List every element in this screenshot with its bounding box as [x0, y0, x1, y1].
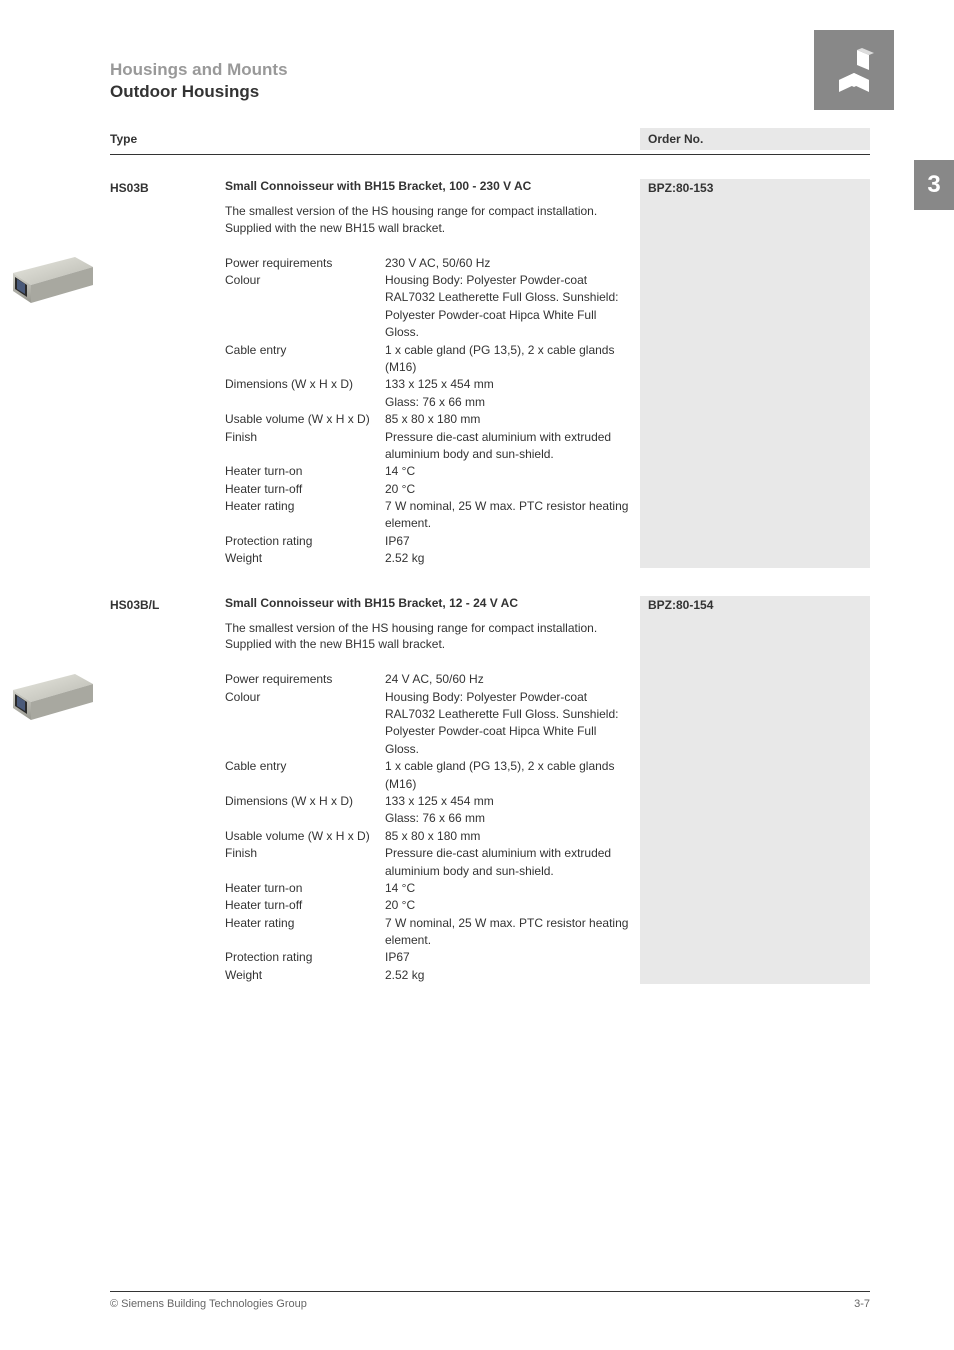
- product-image: [5, 662, 100, 735]
- spec-label: Heater turn-off: [225, 481, 385, 498]
- spec-row: FinishPressure die-cast aluminium with e…: [225, 429, 640, 464]
- product-title: Small Connoisseur with BH15 Bracket, 12 …: [225, 596, 640, 610]
- column-header-row: Type Order No.: [110, 132, 870, 155]
- footer-page-number: 3-7: [854, 1298, 870, 1310]
- spec-label: Heater rating: [225, 498, 385, 533]
- spec-label: Usable volume (W x H x D): [225, 411, 385, 428]
- brand-logo: [814, 30, 894, 110]
- spec-value: 133 x 125 x 454 mm Glass: 76 x 66 mm: [385, 793, 640, 828]
- col-header-type: Type: [110, 132, 225, 150]
- spec-row: Power requirements230 V AC, 50/60 Hz: [225, 255, 640, 272]
- spec-value: 7 W nominal, 25 W max. PTC resistor heat…: [385, 915, 640, 950]
- product-image: [5, 245, 100, 318]
- spec-value: 14 °C: [385, 463, 640, 480]
- spec-row: Dimensions (W x H x D)133 x 125 x 454 mm…: [225, 793, 640, 828]
- spec-row: ColourHousing Body: Polyester Powder-coa…: [225, 689, 640, 759]
- spec-row: Cable entry1 x cable gland (PG 13,5), 2 …: [225, 342, 640, 377]
- spec-value: 24 V AC, 50/60 Hz: [385, 671, 640, 688]
- spec-row: Weight2.52 kg: [225, 550, 640, 567]
- spec-label: Protection rating: [225, 533, 385, 550]
- spec-label: Colour: [225, 272, 385, 342]
- product-description: The smallest version of the HS housing r…: [225, 620, 640, 654]
- spec-value: 2.52 kg: [385, 550, 640, 567]
- product-block: HS03B Small Connoisseur with BH15 Bracke…: [110, 179, 870, 568]
- spec-value: 14 °C: [385, 880, 640, 897]
- product-block: HS03B/L Small Connoisseur with BH15 Brac…: [110, 596, 870, 985]
- spec-row: Power requirements24 V AC, 50/60 Hz: [225, 671, 640, 688]
- product-description: The smallest version of the HS housing r…: [225, 203, 640, 237]
- spec-value: Pressure die-cast aluminium with extrude…: [385, 845, 640, 880]
- spec-label: Power requirements: [225, 255, 385, 272]
- spec-label: Heater turn-on: [225, 880, 385, 897]
- spec-value: 20 °C: [385, 897, 640, 914]
- spec-value: 85 x 80 x 180 mm: [385, 411, 640, 428]
- spec-label: Heater turn-off: [225, 897, 385, 914]
- spec-row: Usable volume (W x H x D)85 x 80 x 180 m…: [225, 411, 640, 428]
- spec-label: Heater turn-on: [225, 463, 385, 480]
- spec-label: Heater rating: [225, 915, 385, 950]
- page-footer: © Siemens Building Technologies Group 3-…: [110, 1291, 870, 1310]
- spec-label: Finish: [225, 429, 385, 464]
- chapter-tab: 3: [914, 160, 954, 210]
- spec-label: Weight: [225, 550, 385, 567]
- spec-row: Dimensions (W x H x D)133 x 125 x 454 mm…: [225, 376, 640, 411]
- product-type: HS03B: [110, 179, 225, 568]
- spec-value: 20 °C: [385, 481, 640, 498]
- spec-value: Housing Body: Polyester Powder-coat RAL7…: [385, 689, 640, 759]
- order-number: BPZ:80-153: [640, 179, 870, 568]
- spec-row: Heater turn-off20 °C: [225, 481, 640, 498]
- spec-label: Protection rating: [225, 949, 385, 966]
- footer-copyright: © Siemens Building Technologies Group: [110, 1298, 307, 1310]
- spec-value: 1 x cable gland (PG 13,5), 2 x cable gla…: [385, 758, 640, 793]
- spec-label: Power requirements: [225, 671, 385, 688]
- product-type: HS03B/L: [110, 596, 225, 985]
- spec-row: Heater turn-on14 °C: [225, 880, 640, 897]
- spec-row: Cable entry1 x cable gland (PG 13,5), 2 …: [225, 758, 640, 793]
- spec-row: Heater rating7 W nominal, 25 W max. PTC …: [225, 498, 640, 533]
- spec-row: Protection ratingIP67: [225, 949, 640, 966]
- spec-value: 230 V AC, 50/60 Hz: [385, 255, 640, 272]
- spec-label: Usable volume (W x H x D): [225, 828, 385, 845]
- spec-value: 133 x 125 x 454 mm Glass: 76 x 66 mm: [385, 376, 640, 411]
- spec-row: Usable volume (W x H x D)85 x 80 x 180 m…: [225, 828, 640, 845]
- spec-value: Pressure die-cast aluminium with extrude…: [385, 429, 640, 464]
- spec-row: ColourHousing Body: Polyester Powder-coa…: [225, 272, 640, 342]
- col-header-order: Order No.: [640, 128, 870, 150]
- spec-label: Dimensions (W x H x D): [225, 793, 385, 828]
- spec-row: FinishPressure die-cast aluminium with e…: [225, 845, 640, 880]
- spec-value: Housing Body: Polyester Powder-coat RAL7…: [385, 272, 640, 342]
- spec-value: 85 x 80 x 180 mm: [385, 828, 640, 845]
- spec-row: Heater turn-on14 °C: [225, 463, 640, 480]
- product-title: Small Connoisseur with BH15 Bracket, 100…: [225, 179, 640, 193]
- spec-label: Cable entry: [225, 342, 385, 377]
- spec-value: 2.52 kg: [385, 967, 640, 984]
- spec-value: IP67: [385, 533, 640, 550]
- spec-row: Weight2.52 kg: [225, 967, 640, 984]
- order-number: BPZ:80-154: [640, 596, 870, 985]
- spec-row: Protection ratingIP67: [225, 533, 640, 550]
- spec-label: Cable entry: [225, 758, 385, 793]
- spec-value: 1 x cable gland (PG 13,5), 2 x cable gla…: [385, 342, 640, 377]
- spec-row: Heater rating7 W nominal, 25 W max. PTC …: [225, 915, 640, 950]
- spec-label: Finish: [225, 845, 385, 880]
- spec-row: Heater turn-off20 °C: [225, 897, 640, 914]
- spec-label: Dimensions (W x H x D): [225, 376, 385, 411]
- spec-label: Colour: [225, 689, 385, 759]
- spec-value: 7 W nominal, 25 W max. PTC resistor heat…: [385, 498, 640, 533]
- spec-label: Weight: [225, 967, 385, 984]
- spec-value: IP67: [385, 949, 640, 966]
